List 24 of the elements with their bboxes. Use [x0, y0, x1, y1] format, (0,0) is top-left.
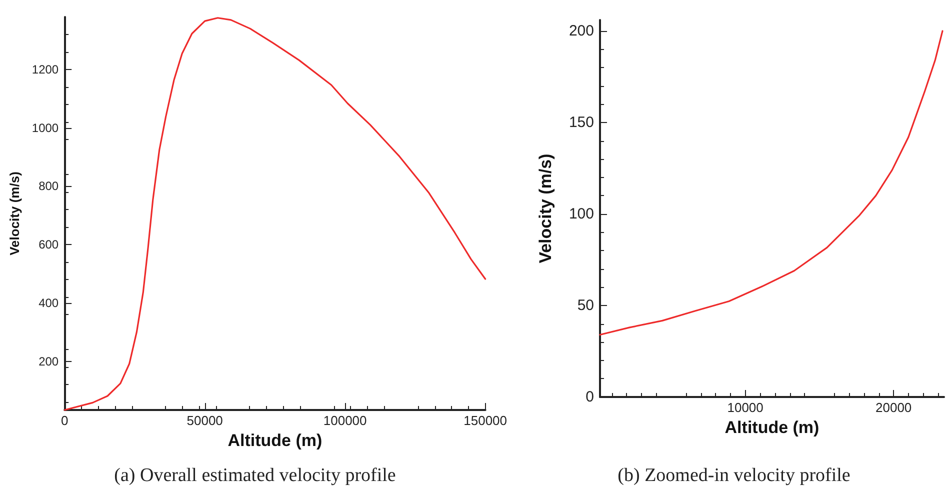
y-tick-label: 200 [38, 354, 59, 368]
line-series [599, 30, 944, 336]
x-tick-label: 0 [60, 413, 68, 428]
y-axis-title: Velocity (m/s) [536, 154, 555, 264]
y-axis-title: Velocity (m/s) [7, 172, 22, 256]
y-tick-label: 150 [568, 114, 594, 131]
line-series [64, 17, 486, 411]
x-axis-title: Altitude (m) [724, 418, 820, 437]
x-tick-label: 10000 [727, 400, 764, 415]
x-tick-label: 100000 [323, 413, 367, 428]
y-tick-label: 1000 [32, 120, 59, 135]
text: (b) Zoomed-in velocity profile [618, 465, 850, 486]
y-tick-label: 600 [38, 238, 59, 252]
y-tick-label: 50 [577, 296, 594, 314]
text: (a) Overall estimated velocity profile [114, 465, 396, 486]
y-tick-label: 200 [568, 22, 594, 40]
x-tick-label: 150000 [464, 413, 508, 428]
x-tick-label: 20000 [876, 400, 912, 415]
x-axis-title: Altitude (m) [228, 431, 322, 450]
y-tick-label: 800 [38, 179, 59, 194]
y-tick-label: 1200 [32, 62, 59, 77]
x-tick-label: 50000 [186, 413, 223, 428]
y-tick-label: 400 [38, 296, 59, 310]
y-tick-label: 100 [568, 205, 594, 222]
